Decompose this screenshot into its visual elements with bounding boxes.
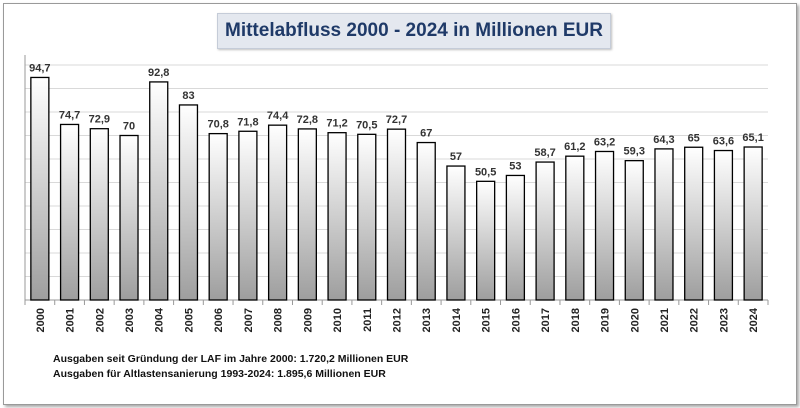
bar-2012 bbox=[386, 128, 407, 301]
x-tick-label-2022: 2022 bbox=[689, 308, 701, 332]
bar-2011 bbox=[357, 133, 377, 301]
x-tick-label-2005: 2005 bbox=[183, 308, 195, 332]
bar-2017 bbox=[535, 161, 555, 301]
value-label-2006: 70,8 bbox=[207, 119, 228, 131]
value-label-2013: 67 bbox=[420, 128, 432, 140]
chart-title: Mittelabfluss 2000 - 2024 in Millionen E… bbox=[217, 13, 611, 49]
bar-2001 bbox=[59, 123, 80, 301]
x-tick-label-2011: 2011 bbox=[362, 308, 374, 332]
x-tick-label-2024: 2024 bbox=[748, 307, 760, 332]
bar-2006 bbox=[208, 132, 228, 301]
bar-2004 bbox=[149, 81, 169, 301]
value-label-2012: 72,7 bbox=[386, 114, 407, 126]
bar-2023 bbox=[713, 149, 734, 301]
x-tick-label-2003: 2003 bbox=[124, 308, 136, 332]
bar-2000 bbox=[30, 76, 50, 301]
x-tick-label-2018: 2018 bbox=[570, 308, 582, 332]
x-tick-label-2021: 2021 bbox=[659, 308, 671, 332]
x-tick-label-2015: 2015 bbox=[481, 308, 493, 332]
x-tick-labels: 2000 2001 2002 2003 2004 2005 2006 2007 2008 2009… bbox=[35, 307, 760, 332]
bar-2007 bbox=[238, 130, 258, 301]
x-tick-label-2008: 2008 bbox=[273, 308, 285, 332]
value-labels: 94,7 74,7 72,9 70 92,8 83 70,8 71,8 74,4 72,8 71,2… bbox=[29, 62, 764, 178]
x-tick-label-2001: 2001 bbox=[65, 308, 77, 332]
x-tick-label-2019: 2019 bbox=[600, 308, 612, 332]
bar-2015 bbox=[476, 180, 496, 301]
bar-2022 bbox=[684, 146, 704, 301]
value-label-2014: 57 bbox=[450, 151, 462, 163]
bar-2009 bbox=[297, 128, 317, 301]
note-total-remediation: Ausgaben für Altlastensanierung 1993-202… bbox=[53, 368, 386, 380]
value-label-2002: 72,9 bbox=[89, 114, 110, 126]
bar-2003 bbox=[119, 134, 139, 301]
value-label-2007: 71,8 bbox=[237, 116, 258, 128]
x-tick-label-2007: 2007 bbox=[243, 308, 255, 332]
x-tick-label-2004: 2004 bbox=[154, 307, 166, 332]
x-tick-label-2010: 2010 bbox=[332, 308, 344, 332]
value-label-2000: 94,7 bbox=[29, 62, 50, 74]
bar-2021 bbox=[654, 148, 674, 301]
bar-2010 bbox=[327, 132, 347, 301]
bar-2005 bbox=[178, 104, 199, 301]
x-tick-label-2002: 2002 bbox=[94, 308, 106, 332]
value-label-2020: 59,3 bbox=[624, 146, 645, 158]
x-tick-label-2009: 2009 bbox=[302, 308, 314, 332]
x-tick-label-2020: 2020 bbox=[629, 308, 641, 332]
x-tick-label-2017: 2017 bbox=[540, 308, 552, 332]
bar-2013 bbox=[416, 141, 436, 301]
bar-2020 bbox=[624, 159, 644, 301]
bar-2018 bbox=[565, 155, 585, 301]
bars bbox=[30, 76, 763, 301]
value-label-2016: 53 bbox=[509, 160, 521, 172]
bar-2016 bbox=[505, 174, 526, 301]
value-label-2019: 63,2 bbox=[594, 136, 615, 148]
x-tick-label-2012: 2012 bbox=[392, 308, 404, 332]
bar-2008 bbox=[267, 124, 288, 301]
value-label-2021: 64,3 bbox=[653, 134, 674, 146]
note-total-since-founding: Ausgaben seit Gründung der LAF im Jahre … bbox=[53, 353, 409, 365]
bar-2019 bbox=[594, 150, 615, 301]
x-tick-label-2013: 2013 bbox=[421, 308, 433, 332]
value-label-2015: 50,5 bbox=[475, 166, 496, 178]
x-tick-label-2000: 2000 bbox=[35, 308, 47, 332]
value-label-2011: 70,5 bbox=[356, 119, 377, 131]
value-label-2008: 74,4 bbox=[267, 110, 289, 122]
bar-2002 bbox=[89, 128, 109, 301]
value-label-2022: 65 bbox=[688, 132, 700, 144]
value-label-2004: 92,8 bbox=[148, 67, 169, 79]
x-tick-label-2016: 2016 bbox=[510, 308, 522, 332]
x-tick-label-2014: 2014 bbox=[451, 307, 463, 332]
value-label-2001: 74,7 bbox=[59, 109, 80, 121]
value-label-2010: 71,2 bbox=[326, 118, 347, 130]
x-tick-label-2023: 2023 bbox=[718, 308, 730, 332]
bar-2014 bbox=[446, 165, 466, 301]
value-label-2003: 70 bbox=[123, 121, 135, 133]
value-label-2017: 58,7 bbox=[534, 147, 555, 159]
bar-2024 bbox=[743, 146, 763, 301]
value-label-2009: 72,8 bbox=[297, 114, 318, 126]
value-label-2005: 83 bbox=[182, 90, 194, 102]
value-label-2024: 65,1 bbox=[742, 132, 763, 144]
value-label-2023: 63,6 bbox=[713, 136, 734, 148]
value-label-2018: 61,2 bbox=[564, 141, 585, 153]
x-tick-label-2006: 2006 bbox=[213, 308, 225, 332]
